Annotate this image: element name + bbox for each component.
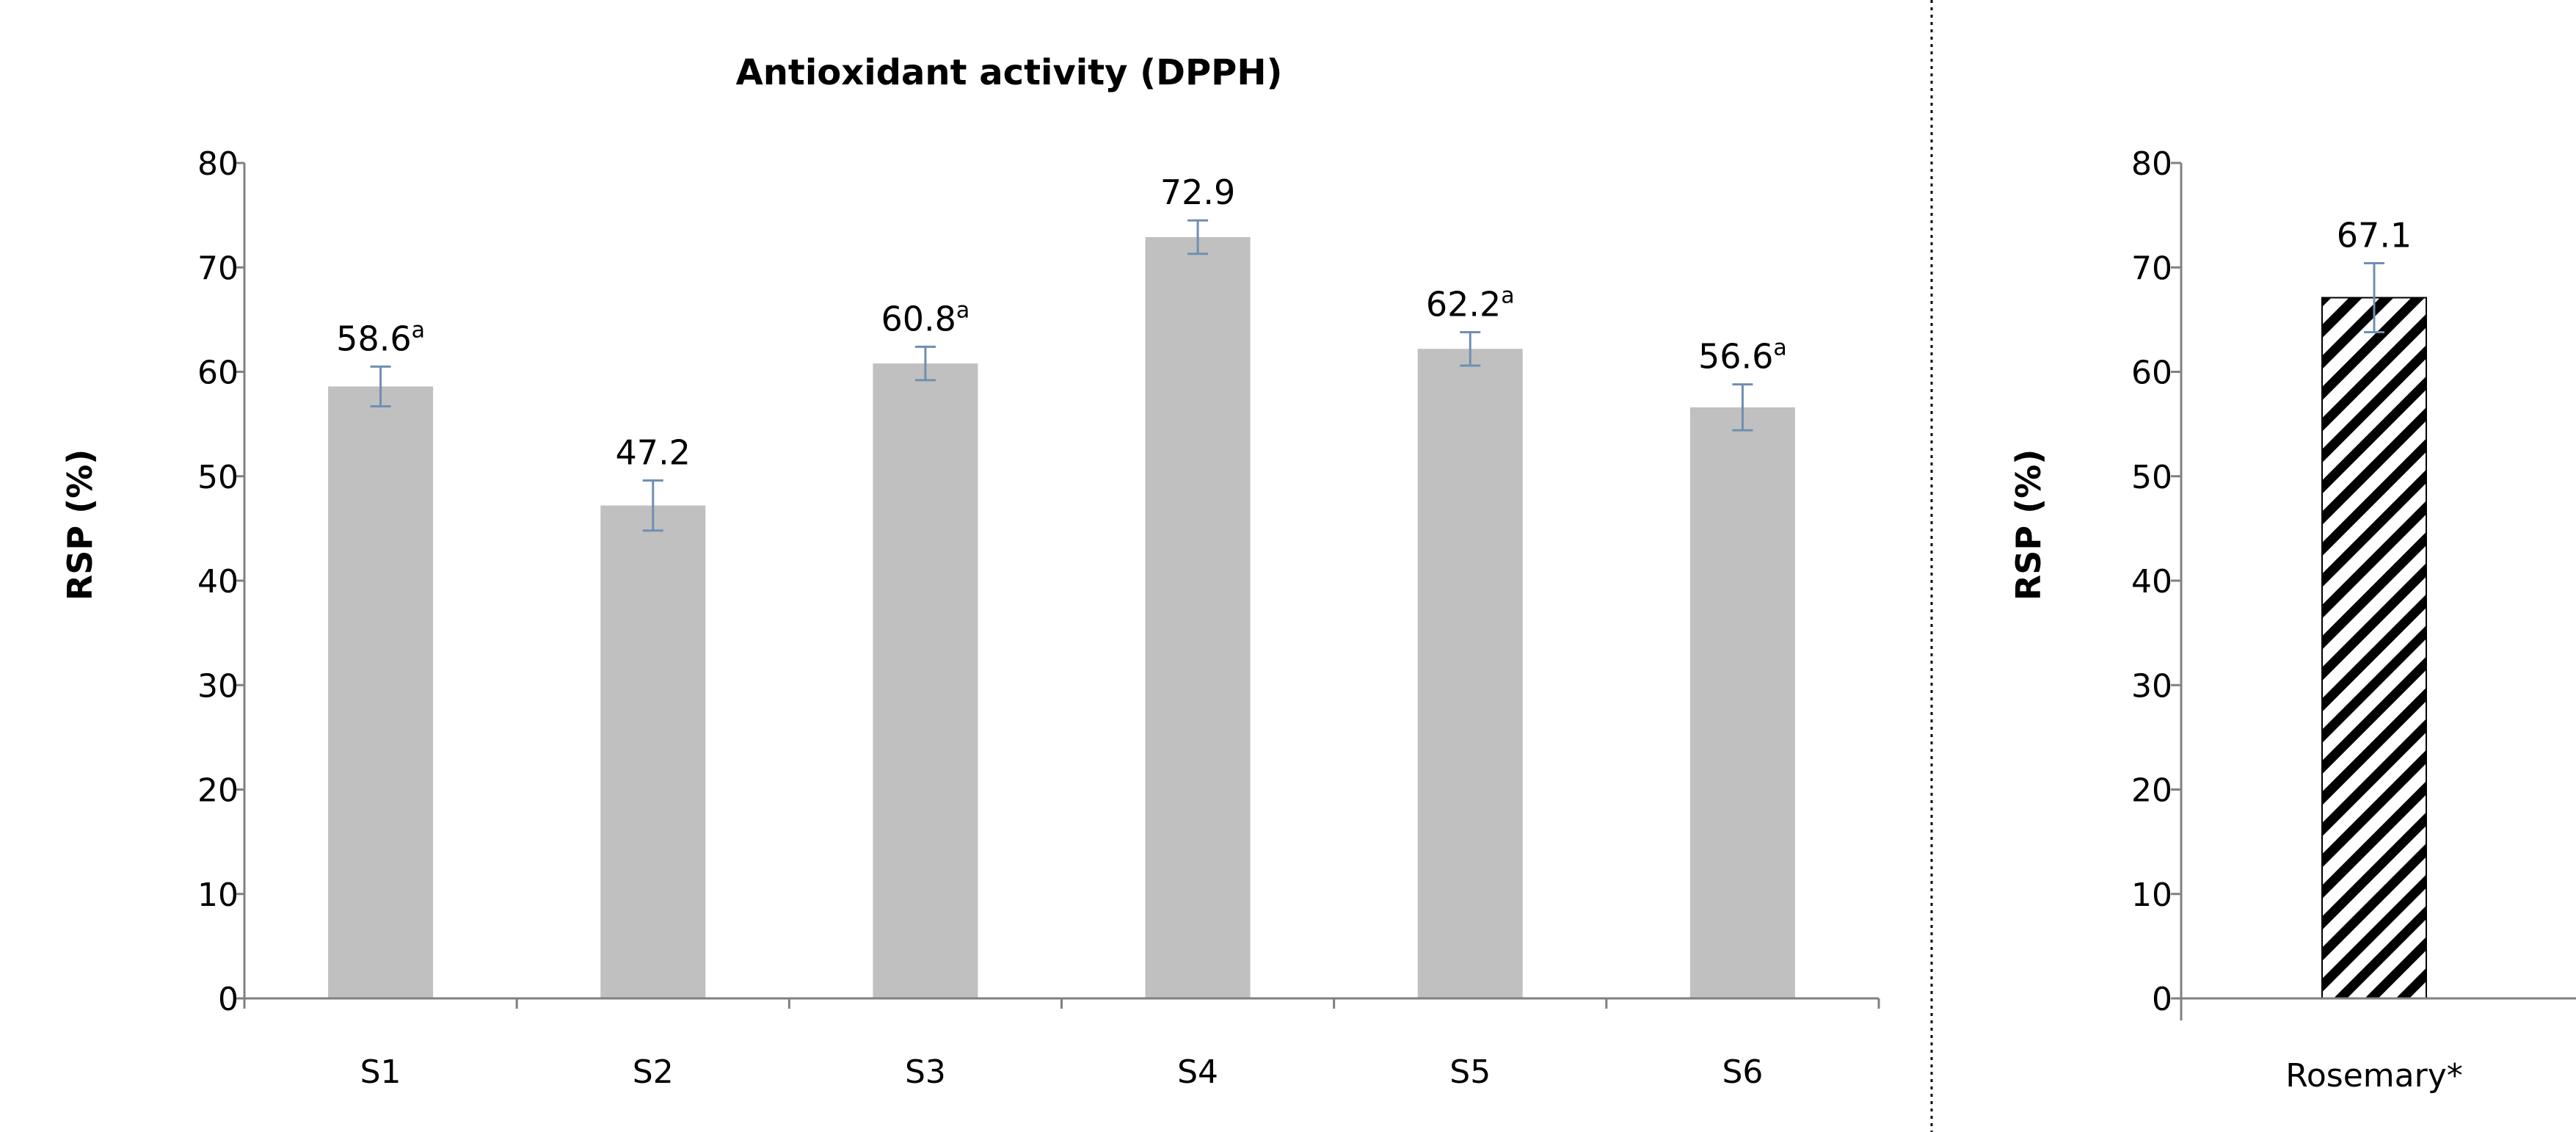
x-axis-ticks: S1 S2 S3 S4 S5 S6 bbox=[243, 998, 1880, 1091]
bar-s6 bbox=[1689, 407, 1795, 998]
y-tick-label: 30 bbox=[2131, 667, 2172, 705]
data-label: 58.6a bbox=[336, 317, 425, 358]
x-category-label: S2 bbox=[633, 1053, 674, 1091]
y-tick-label: 30 bbox=[197, 667, 239, 705]
chart-title: Antioxidant activity (DPPH) bbox=[736, 52, 1283, 93]
x-category-label: Rosemary* bbox=[2285, 1057, 2462, 1095]
data-label: 60.8a bbox=[881, 297, 970, 338]
y-axis-ticks: 0 10 20 30 40 50 60 70 80 bbox=[2131, 145, 2181, 1018]
y-tick-label: 80 bbox=[2131, 145, 2172, 183]
error-bar bbox=[1460, 330, 1481, 367]
data-label: 72.9 bbox=[1160, 173, 1235, 212]
x-category-label: S6 bbox=[1722, 1053, 1763, 1091]
bar-rosemary bbox=[2321, 297, 2427, 999]
data-label: 62.2a bbox=[1426, 283, 1515, 324]
error-bar bbox=[642, 479, 663, 532]
bar-s2 bbox=[600, 505, 706, 998]
y-tick-label: 40 bbox=[2131, 563, 2172, 601]
y-tick-label: 20 bbox=[2131, 772, 2172, 810]
y-tick-label: 40 bbox=[197, 563, 239, 601]
error-bar bbox=[2364, 262, 2384, 333]
x-category-label: S1 bbox=[360, 1053, 401, 1091]
chart-rosemary: RSP (%) 0 10 20 30 40 50 60 70 80 67.1 Rosemary* bbox=[2009, 145, 2576, 1095]
y-tick-label: 70 bbox=[197, 250, 239, 287]
x-category-label: S3 bbox=[905, 1053, 946, 1091]
y-tick-label: 60 bbox=[2131, 355, 2172, 392]
y-axis-label: RSP (%) bbox=[2009, 449, 2048, 601]
y-tick-label: 70 bbox=[2131, 250, 2172, 287]
data-label: 56.6a bbox=[1698, 335, 1787, 377]
error-bar bbox=[370, 365, 391, 407]
data-label: 67.1 bbox=[2337, 216, 2412, 255]
bar-s4 bbox=[1145, 236, 1251, 998]
bar-series bbox=[328, 236, 1795, 999]
error-bar bbox=[914, 345, 936, 382]
data-labels: 67.1 bbox=[2337, 216, 2412, 255]
y-axis-ticks: 0 10 20 30 40 50 60 70 80 bbox=[197, 145, 244, 1018]
error-bar bbox=[1732, 383, 1753, 432]
chart-dpph: Antioxidant activity (DPPH) RSP (%) 0 10 2… bbox=[60, 52, 1880, 1091]
y-tick-label: 10 bbox=[197, 877, 239, 914]
y-tick-label: 0 bbox=[2152, 981, 2172, 1018]
y-tick-label: 20 bbox=[197, 772, 239, 810]
y-tick-label: 50 bbox=[2131, 459, 2172, 496]
y-tick-label: 0 bbox=[218, 981, 239, 1018]
x-category-label: S5 bbox=[1449, 1053, 1491, 1091]
x-category-label: S4 bbox=[1177, 1053, 1218, 1091]
y-axis-label: RSP (%) bbox=[60, 449, 100, 601]
bar-s1 bbox=[328, 386, 434, 998]
y-tick-label: 10 bbox=[2131, 877, 2172, 914]
data-label: 47.2 bbox=[616, 432, 691, 472]
error-bars bbox=[2364, 262, 2384, 333]
bar-s3 bbox=[873, 363, 978, 998]
error-bar bbox=[1187, 219, 1209, 255]
y-tick-label: 80 bbox=[197, 145, 239, 183]
bar-s5 bbox=[1417, 349, 1523, 999]
bar-series bbox=[2321, 297, 2427, 999]
x-axis-ticks: Rosemary* bbox=[2180, 998, 2463, 1095]
data-labels: 58.6a 47.2 60.8a 72.9 62.2a 56.6a bbox=[336, 173, 1787, 472]
y-tick-label: 60 bbox=[197, 355, 239, 392]
y-tick-label: 50 bbox=[197, 459, 239, 496]
error-bars bbox=[370, 219, 1753, 532]
